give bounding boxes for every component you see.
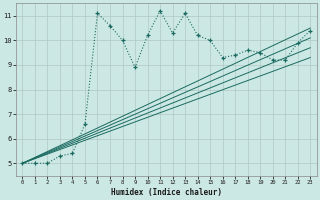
X-axis label: Humidex (Indice chaleur): Humidex (Indice chaleur): [111, 188, 222, 197]
